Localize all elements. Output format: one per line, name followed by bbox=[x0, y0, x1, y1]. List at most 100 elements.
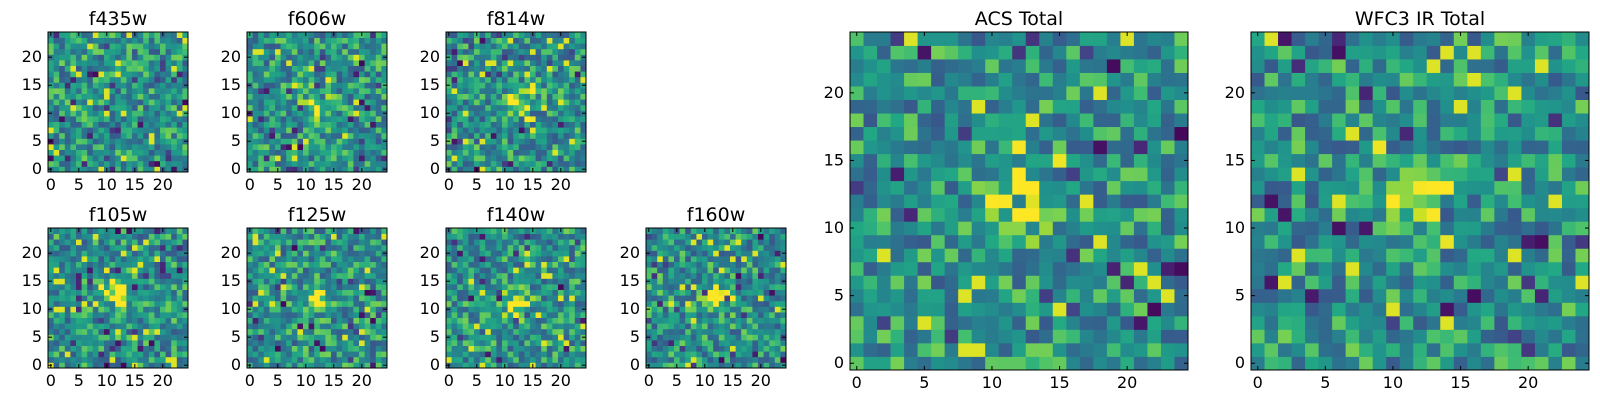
heatmap-cell bbox=[507, 116, 514, 122]
heatmap-cell bbox=[148, 76, 155, 83]
heatmap-cell bbox=[718, 289, 725, 296]
heatmap-cell bbox=[331, 284, 337, 290]
heatmap-cell bbox=[468, 239, 475, 246]
heatmap-cell bbox=[774, 261, 781, 268]
heatmap-cell bbox=[263, 160, 270, 167]
heatmap-cell bbox=[1106, 221, 1121, 236]
heatmap-cell bbox=[741, 362, 748, 369]
heatmap-cell bbox=[375, 82, 382, 89]
heatmap-cell bbox=[160, 110, 166, 117]
heatmap-cell bbox=[496, 323, 503, 330]
heatmap-cell bbox=[485, 71, 492, 78]
heatmap-cell bbox=[336, 82, 343, 89]
heatmap-cell bbox=[574, 312, 581, 318]
heatmap-cell bbox=[263, 121, 270, 128]
heatmap-cell bbox=[541, 300, 548, 307]
heatmap-cell bbox=[569, 317, 576, 324]
heatmap-cell bbox=[1012, 221, 1027, 236]
heatmap-cell bbox=[763, 356, 770, 363]
heatmap-cell bbox=[507, 323, 514, 330]
heatmap-cell bbox=[325, 278, 332, 285]
heatmap-cell bbox=[971, 356, 986, 371]
heatmap-cell bbox=[126, 110, 133, 117]
heatmap-cell bbox=[109, 155, 116, 162]
heatmap-cell bbox=[143, 160, 150, 167]
heatmap-cell bbox=[769, 312, 776, 318]
heatmap-cell bbox=[87, 300, 94, 307]
heatmap-cell bbox=[115, 356, 122, 363]
heatmap-cell bbox=[1066, 356, 1081, 371]
heatmap-cell bbox=[252, 272, 259, 279]
heatmap-cell bbox=[325, 289, 332, 296]
heatmap-cell bbox=[280, 43, 287, 50]
heatmap-cell bbox=[53, 104, 60, 111]
heatmap-cell bbox=[707, 345, 714, 352]
heatmap-cell bbox=[165, 345, 172, 352]
heatmap-cell bbox=[496, 43, 503, 50]
heatmap-cell bbox=[364, 306, 371, 313]
heatmap-cell bbox=[513, 88, 520, 94]
heatmap-cell bbox=[546, 37, 553, 44]
heatmap-cell bbox=[496, 351, 503, 358]
heatmap-cell bbox=[319, 328, 326, 335]
heatmap-cell bbox=[507, 127, 514, 134]
heatmap-cell bbox=[474, 340, 480, 346]
heatmap-cell bbox=[668, 284, 675, 290]
heatmap-cell bbox=[342, 278, 349, 285]
heatmap-cell bbox=[275, 278, 281, 285]
heatmap-cell bbox=[381, 71, 388, 78]
heatmap-cell bbox=[1160, 288, 1175, 303]
heatmap-cell bbox=[275, 323, 281, 330]
heatmap-cell bbox=[171, 144, 178, 150]
heatmap-cell bbox=[137, 256, 144, 262]
heatmap-cell bbox=[530, 160, 536, 167]
heatmap-cell bbox=[904, 275, 918, 290]
x-tick-label: 0 bbox=[245, 175, 255, 194]
heatmap-cell bbox=[574, 345, 581, 352]
x-tick-label: 5 bbox=[472, 175, 482, 194]
heatmap-cell bbox=[347, 166, 354, 173]
heatmap-cell bbox=[286, 121, 293, 128]
heatmap-cell bbox=[308, 362, 315, 369]
heatmap-cell bbox=[513, 328, 520, 335]
heatmap-cell bbox=[297, 334, 304, 341]
heatmap-cell bbox=[451, 356, 458, 363]
heatmap-cell bbox=[502, 65, 508, 72]
heatmap-cell bbox=[148, 340, 155, 346]
heatmap-cell bbox=[286, 43, 293, 50]
heatmap-cell bbox=[758, 250, 764, 257]
heatmap-cell bbox=[359, 267, 365, 274]
heatmap-cell bbox=[535, 99, 542, 106]
heatmap-cell bbox=[496, 261, 503, 268]
heatmap-cell bbox=[569, 300, 576, 307]
heatmap-cell bbox=[685, 256, 692, 262]
heatmap-cell bbox=[70, 356, 77, 363]
heatmap-cell bbox=[154, 351, 161, 358]
heatmap-cell bbox=[513, 312, 520, 318]
heatmap-cell bbox=[563, 138, 570, 145]
heatmap-cell bbox=[297, 239, 304, 246]
y-tick-label: 15 bbox=[22, 75, 42, 94]
heatmap-cell bbox=[364, 160, 371, 167]
heatmap-cell bbox=[81, 32, 88, 38]
heatmap-cell bbox=[679, 295, 686, 302]
heatmap-cell bbox=[850, 315, 864, 330]
heatmap-cell bbox=[574, 144, 581, 150]
heatmap-cell bbox=[507, 244, 514, 251]
heatmap-cell bbox=[70, 60, 77, 66]
heatmap-cell bbox=[126, 149, 133, 156]
heatmap-cell bbox=[563, 239, 570, 246]
heatmap-cell bbox=[132, 127, 138, 134]
heatmap-cell bbox=[359, 110, 365, 117]
heatmap-cell bbox=[479, 334, 486, 341]
heatmap-cell bbox=[985, 261, 1000, 276]
heatmap-cell bbox=[468, 121, 475, 128]
heatmap-cell bbox=[507, 267, 514, 274]
heatmap-cell bbox=[985, 194, 1000, 209]
heatmap-cell bbox=[763, 256, 770, 262]
heatmap-cell bbox=[513, 93, 520, 100]
heatmap-cell bbox=[137, 306, 144, 313]
heatmap-cell bbox=[120, 244, 127, 251]
heatmap-cell bbox=[668, 261, 675, 268]
heatmap-cell bbox=[280, 127, 287, 134]
